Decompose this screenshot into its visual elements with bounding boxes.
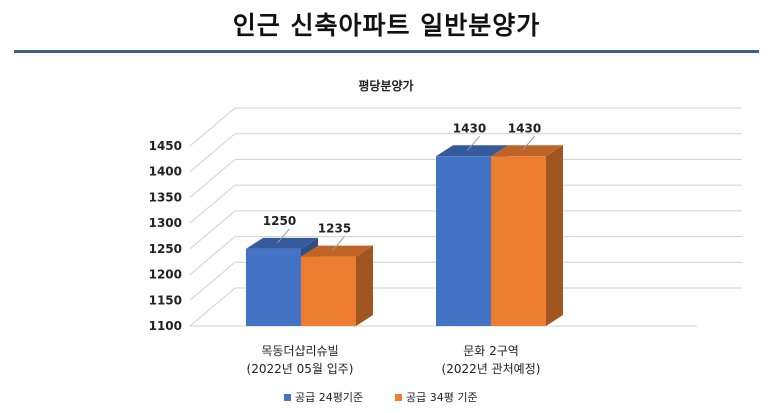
data-label: 1250 <box>263 214 296 228</box>
y-tick-label: 1100 <box>149 319 182 333</box>
category-label: (2022년 05월 입주) <box>247 362 354 376</box>
gridline <box>189 210 236 250</box>
data-label: 1430 <box>508 121 541 135</box>
y-tick-label: 1450 <box>149 139 182 153</box>
gridline <box>189 184 236 224</box>
bar-top <box>491 145 563 157</box>
data-label: 1430 <box>453 121 486 135</box>
y-tick-label: 1250 <box>149 242 182 256</box>
gridline <box>189 159 236 198</box>
legend-label: 공급 34평 기준 <box>406 391 478 404</box>
bar <box>491 156 546 326</box>
chart-legend: 공급 24평기준 공급 34평 기준 <box>284 391 478 404</box>
gridline <box>189 107 236 147</box>
bar-top <box>436 145 508 157</box>
gridline <box>189 261 236 301</box>
y-axis-ticks: 1100 1150 1200 1250 1300 1350 1400 1450 <box>149 139 182 333</box>
page-title: 인근 신축아파트 일반분양가 <box>232 11 541 40</box>
gridline <box>189 287 236 327</box>
category-label: 목동더샵리슈빌 <box>261 344 338 358</box>
category-label: 문화 2구역 <box>463 344 519 358</box>
x-axis-categories: 목동더샵리슈빌 (2022년 05월 입주) 문화 2구역 (2022년 관처예정) <box>247 344 541 376</box>
data-label-leader <box>467 135 480 151</box>
y-tick-label: 1350 <box>149 190 182 204</box>
legend-label: 공급 24평기준 <box>295 391 363 404</box>
chart-title: 평당분양가 <box>358 78 413 93</box>
gridline <box>189 133 236 173</box>
bar-top <box>301 245 373 257</box>
legend-swatch <box>395 394 402 401</box>
y-tick-label: 1300 <box>149 216 182 230</box>
data-labels: 1250 1235 1430 1430 <box>263 121 541 251</box>
category-label: (2022년 관처예정) <box>442 362 541 376</box>
y-tick-label: 1200 <box>149 268 182 282</box>
title-divider <box>14 50 759 53</box>
data-label-leader <box>522 135 535 151</box>
data-label-leader <box>277 228 290 244</box>
bar-side <box>546 145 563 326</box>
data-label-leader <box>332 236 345 251</box>
y-tick-label: 1150 <box>149 293 182 307</box>
legend-swatch <box>284 394 291 401</box>
bar <box>436 156 491 326</box>
gridline <box>189 236 236 275</box>
bar-side <box>356 245 373 326</box>
bar <box>246 248 301 326</box>
data-label: 1235 <box>318 222 351 236</box>
bar-top <box>246 237 318 249</box>
chart-bars <box>246 145 563 326</box>
y-tick-label: 1400 <box>149 165 182 179</box>
bar <box>301 256 356 326</box>
